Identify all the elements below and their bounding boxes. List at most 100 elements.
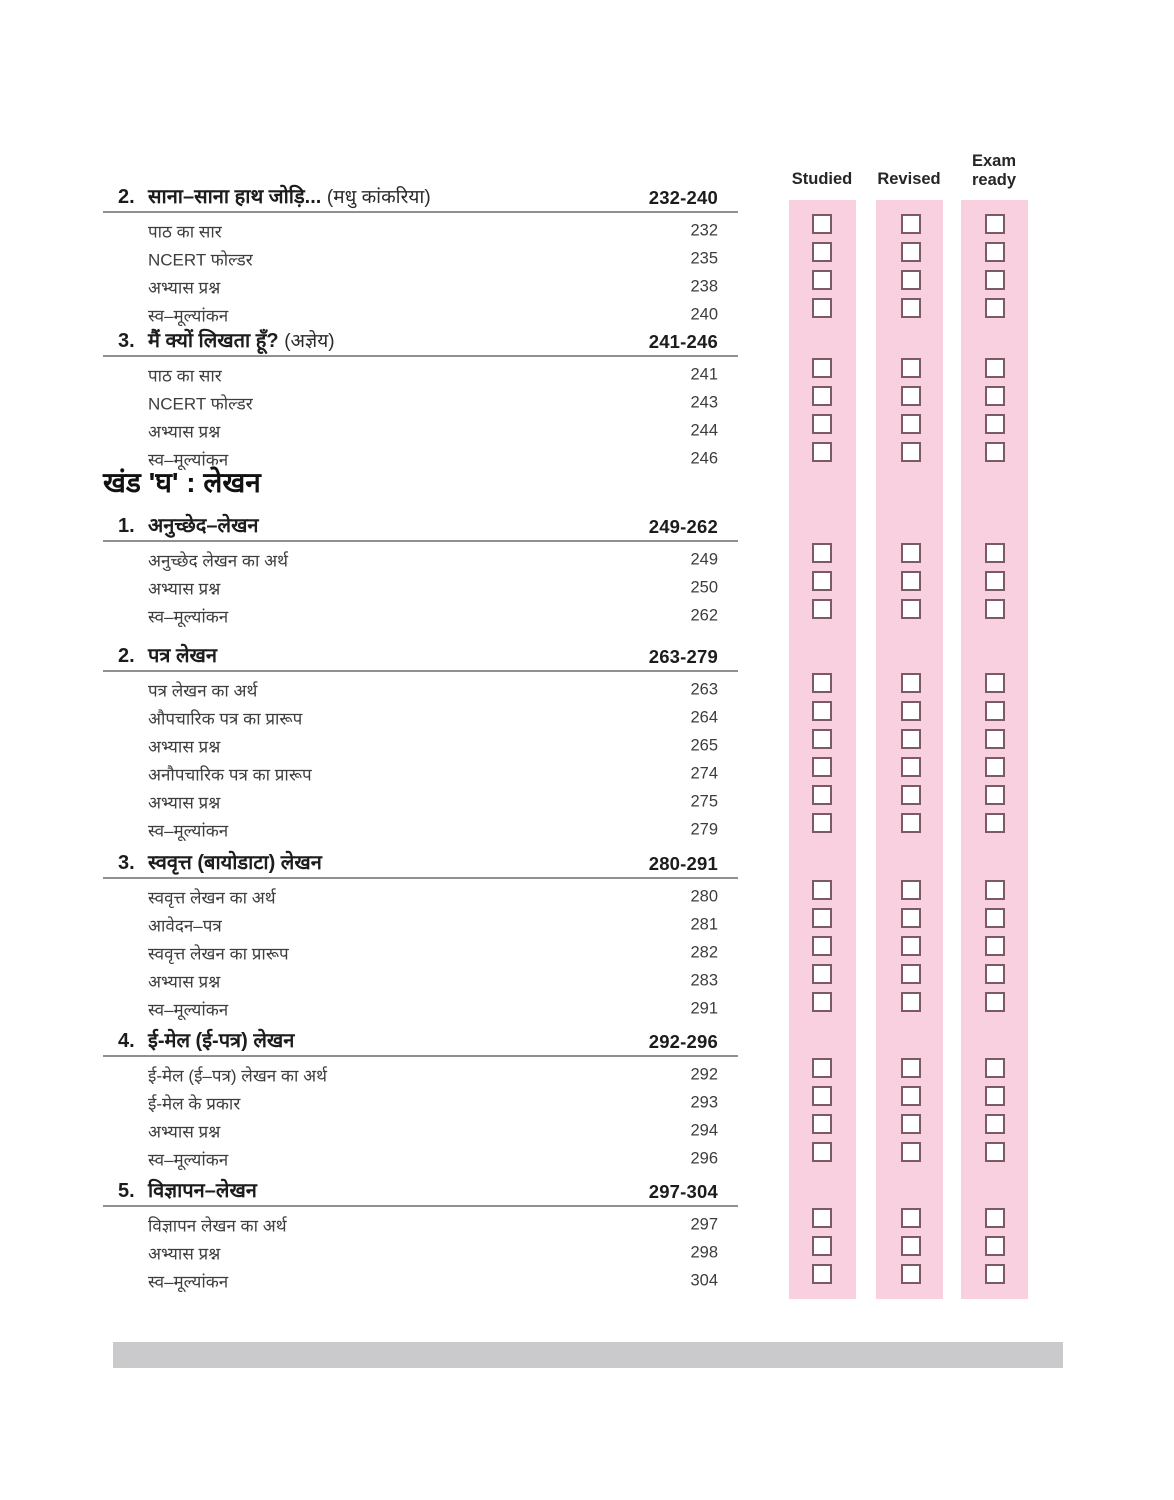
checkbox-revised[interactable] xyxy=(901,1236,921,1256)
toc-row-label: अभ्यास प्रश्न xyxy=(148,579,221,599)
toc-row-page: 281 xyxy=(690,915,718,934)
checkbox-revised[interactable] xyxy=(901,908,921,928)
checkbox-studied[interactable] xyxy=(812,358,832,378)
checkbox-exam-ready[interactable] xyxy=(985,729,1005,749)
checkbox-studied[interactable] xyxy=(812,571,832,591)
checkbox-exam-ready[interactable] xyxy=(985,1086,1005,1106)
checkbox-revised[interactable] xyxy=(901,729,921,749)
checkbox-revised[interactable] xyxy=(901,358,921,378)
chapter-number: 2. xyxy=(118,645,135,667)
checkbox-revised[interactable] xyxy=(901,936,921,956)
checkbox-revised[interactable] xyxy=(901,701,921,721)
checkbox-revised[interactable] xyxy=(901,1086,921,1106)
checkbox-revised[interactable] xyxy=(901,880,921,900)
checkbox-studied[interactable] xyxy=(812,414,832,434)
checkbox-studied[interactable] xyxy=(812,1058,832,1078)
checkbox-revised[interactable] xyxy=(901,673,921,693)
checkbox-revised[interactable] xyxy=(901,298,921,318)
chapter-subitems: पाठ का सार 232 NCERT फोल्डर 235 अभ्यास प्रश्… xyxy=(103,217,738,329)
checkbox-revised[interactable] xyxy=(901,1058,921,1078)
checkbox-revised[interactable] xyxy=(901,1264,921,1284)
checkbox-exam-ready[interactable] xyxy=(985,880,1005,900)
toc-row: औपचारिक पत्र का प्रारूप 264 xyxy=(103,704,738,732)
checkbox-exam-ready[interactable] xyxy=(985,543,1005,563)
checkbox-studied[interactable] xyxy=(812,701,832,721)
toc-row-page: 243 xyxy=(690,393,718,412)
checkbox-exam-ready[interactable] xyxy=(985,414,1005,434)
checkbox-studied[interactable] xyxy=(812,992,832,1012)
checkbox-revised[interactable] xyxy=(901,386,921,406)
checkbox-revised[interactable] xyxy=(901,599,921,619)
checkbox-revised[interactable] xyxy=(901,442,921,462)
toc-row: अभ्यास प्रश्न 244 xyxy=(103,417,738,445)
checkbox-studied[interactable] xyxy=(812,880,832,900)
checkbox-exam-ready[interactable] xyxy=(985,298,1005,318)
checkbox-studied[interactable] xyxy=(812,1264,832,1284)
checkbox-studied[interactable] xyxy=(812,729,832,749)
checkbox-exam-ready[interactable] xyxy=(985,270,1005,290)
checkbox-studied[interactable] xyxy=(812,386,832,406)
checkbox-revised[interactable] xyxy=(901,214,921,234)
checkbox-revised[interactable] xyxy=(901,992,921,1012)
checkbox-studied[interactable] xyxy=(812,1114,832,1134)
checkbox-revised[interactable] xyxy=(901,1142,921,1162)
checkbox-revised[interactable] xyxy=(901,242,921,262)
checkbox-exam-ready[interactable] xyxy=(985,1264,1005,1284)
checkbox-exam-ready[interactable] xyxy=(985,757,1005,777)
checkbox-studied[interactable] xyxy=(812,298,832,318)
checkbox-exam-ready[interactable] xyxy=(985,1208,1005,1228)
checkbox-studied[interactable] xyxy=(812,1208,832,1228)
checkbox-exam-ready[interactable] xyxy=(985,358,1005,378)
checkbox-revised[interactable] xyxy=(901,785,921,805)
checkbox-studied[interactable] xyxy=(812,785,832,805)
checkbox-exam-ready[interactable] xyxy=(985,214,1005,234)
checkbox-exam-ready[interactable] xyxy=(985,571,1005,591)
toc-row-label: स्व–मूल्यांकन xyxy=(148,1272,229,1292)
toc-row: आवेदन–पत्र 281 xyxy=(103,911,738,939)
toc-row-label: NCERT फोल्डर xyxy=(148,250,253,270)
checkbox-exam-ready[interactable] xyxy=(985,964,1005,984)
checkbox-studied[interactable] xyxy=(812,1142,832,1162)
checkbox-revised[interactable] xyxy=(901,571,921,591)
checkbox-studied[interactable] xyxy=(812,242,832,262)
checkbox-studied[interactable] xyxy=(812,599,832,619)
checkbox-studied[interactable] xyxy=(812,214,832,234)
checkbox-exam-ready[interactable] xyxy=(985,1142,1005,1162)
checkbox-exam-ready[interactable] xyxy=(985,386,1005,406)
checkbox-revised[interactable] xyxy=(901,543,921,563)
checkbox-studied[interactable] xyxy=(812,964,832,984)
toc-row-label: अभ्यास प्रश्न xyxy=(148,1122,221,1142)
checkbox-revised[interactable] xyxy=(901,1208,921,1228)
checkbox-exam-ready[interactable] xyxy=(985,908,1005,928)
toc-row-label: अभ्यास प्रश्न xyxy=(148,737,221,757)
checkbox-exam-ready[interactable] xyxy=(985,599,1005,619)
checkbox-studied[interactable] xyxy=(812,936,832,956)
checkbox-exam-ready[interactable] xyxy=(985,1058,1005,1078)
checkbox-studied[interactable] xyxy=(812,1086,832,1106)
checkbox-revised[interactable] xyxy=(901,270,921,290)
checkbox-studied[interactable] xyxy=(812,1236,832,1256)
checkbox-studied[interactable] xyxy=(812,543,832,563)
checkbox-exam-ready[interactable] xyxy=(985,442,1005,462)
checkbox-revised[interactable] xyxy=(901,1114,921,1134)
checkbox-studied[interactable] xyxy=(812,442,832,462)
checkbox-exam-ready[interactable] xyxy=(985,992,1005,1012)
checkbox-studied[interactable] xyxy=(812,270,832,290)
checkbox-exam-ready[interactable] xyxy=(985,242,1005,262)
checkbox-exam-ready[interactable] xyxy=(985,936,1005,956)
checkbox-revised[interactable] xyxy=(901,964,921,984)
checkbox-exam-ready[interactable] xyxy=(985,701,1005,721)
checkbox-revised[interactable] xyxy=(901,757,921,777)
checkbox-revised[interactable] xyxy=(901,414,921,434)
checkbox-exam-ready[interactable] xyxy=(985,785,1005,805)
checkbox-studied[interactable] xyxy=(812,757,832,777)
checkbox-exam-ready[interactable] xyxy=(985,1114,1005,1134)
checkbox-exam-ready[interactable] xyxy=(985,673,1005,693)
chapter-author-note: (अज्ञेय) xyxy=(284,331,335,352)
checkbox-exam-ready[interactable] xyxy=(985,1236,1005,1256)
checkbox-studied[interactable] xyxy=(812,673,832,693)
checkbox-revised[interactable] xyxy=(901,813,921,833)
checkbox-studied[interactable] xyxy=(812,813,832,833)
checkbox-exam-ready[interactable] xyxy=(985,813,1005,833)
checkbox-studied[interactable] xyxy=(812,908,832,928)
